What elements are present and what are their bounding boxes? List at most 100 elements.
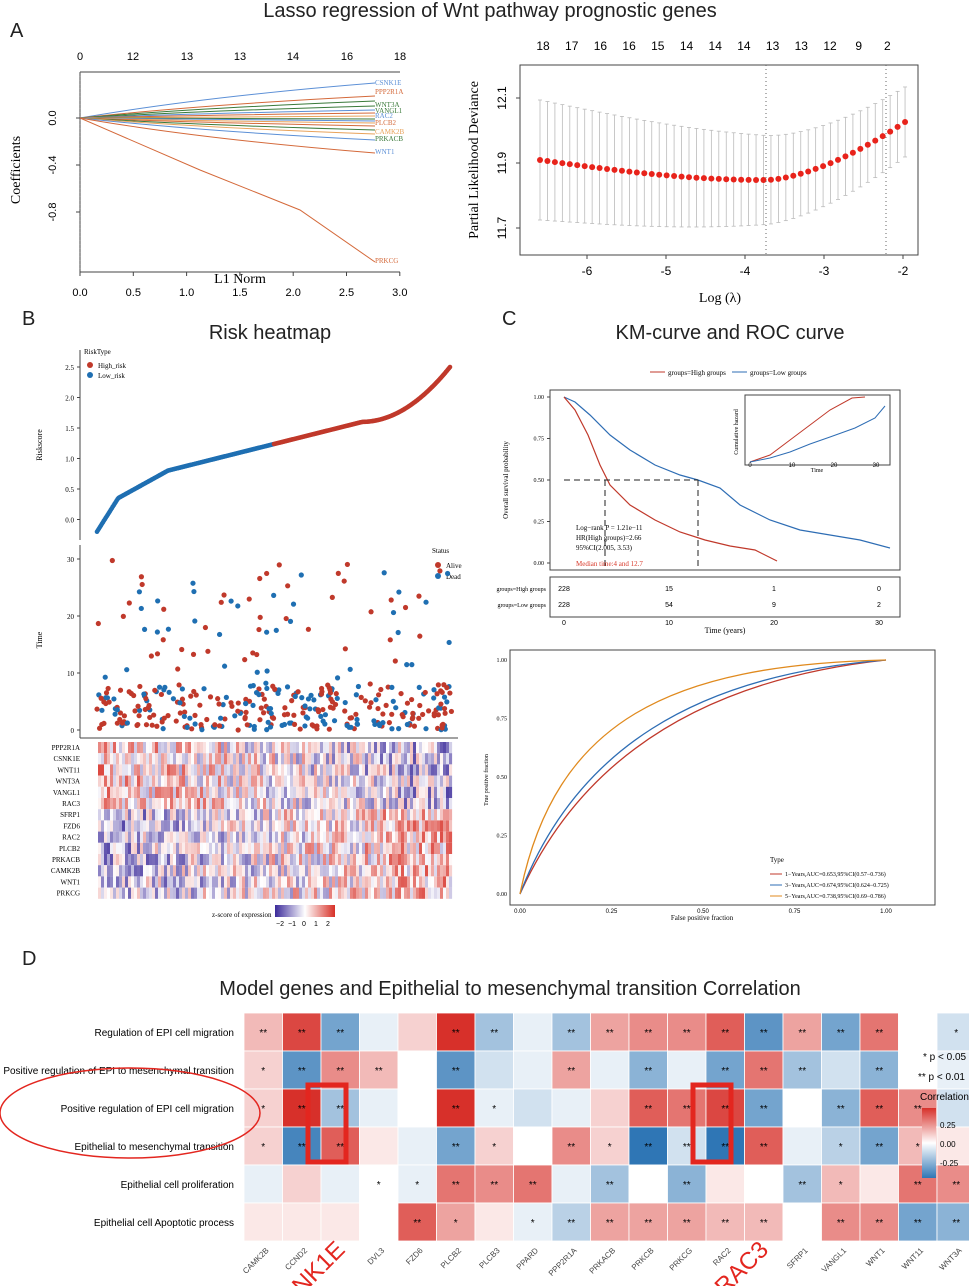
status-point xyxy=(154,629,160,635)
corr-star: ** xyxy=(375,1066,383,1077)
status-point xyxy=(154,723,160,729)
risk-table-value: 228 xyxy=(558,602,570,609)
status-point xyxy=(393,705,399,711)
lasso-top-tick: 13 xyxy=(181,51,193,63)
risk-table-value: 54 xyxy=(665,602,673,609)
status-point xyxy=(353,692,359,698)
corr-cell xyxy=(551,1088,591,1128)
roc-curve xyxy=(519,659,887,895)
roc-curve-plot: 1.00 0.75 0.50 0.25 0.00 0.00 0.25 0.50 0.75 1.0… xyxy=(483,649,936,922)
status-point xyxy=(102,674,108,680)
corr-cell xyxy=(821,1126,861,1166)
corr-star: ** xyxy=(798,1066,806,1077)
roc-ylabel: True positive fraction xyxy=(483,754,490,806)
status-point xyxy=(292,693,298,700)
corr-star: ** xyxy=(760,1104,768,1115)
lasso-coef-path xyxy=(79,117,376,263)
cv-point xyxy=(820,163,827,170)
corr-cell xyxy=(282,1012,322,1052)
status-point xyxy=(246,596,252,602)
status-point xyxy=(416,684,422,691)
status-point xyxy=(342,699,348,706)
corr-cell xyxy=(782,1088,822,1128)
legend-high-risk: High_risk xyxy=(98,362,127,370)
zscore-legend: z-score of expression −2 −1 0 1 2 xyxy=(212,905,335,928)
status-point xyxy=(281,712,288,718)
status-point xyxy=(257,717,263,723)
status-point xyxy=(191,588,197,595)
corr-star: ** xyxy=(567,1218,575,1229)
corr-cell xyxy=(590,1088,630,1128)
status-point xyxy=(124,667,130,673)
status-point xyxy=(235,603,241,609)
lasso-coef-path xyxy=(79,117,376,154)
status-point xyxy=(243,709,249,715)
cv-top-tick: 14 xyxy=(709,39,723,53)
status-point xyxy=(341,578,347,584)
status-point xyxy=(121,713,127,719)
corr-star: * xyxy=(454,1218,458,1229)
corr-cell xyxy=(898,1012,938,1052)
status-point xyxy=(114,720,120,726)
status-point xyxy=(152,687,158,693)
corr-cell xyxy=(667,1164,707,1204)
heatmap-gene-label: PRKCG xyxy=(57,890,80,898)
status-point xyxy=(109,557,115,564)
status-point xyxy=(151,712,157,718)
corr-cell xyxy=(590,1012,630,1052)
heatmap-gene-label: CSNK1E xyxy=(54,755,80,763)
corr-star: ** xyxy=(683,1180,691,1191)
status-point xyxy=(143,722,150,728)
roc-y-tick: 1.00 xyxy=(497,658,508,664)
cv-point xyxy=(775,175,782,182)
sig-note-2: ** p < 0.01 xyxy=(918,1072,965,1083)
corr-star: ** xyxy=(644,1142,652,1153)
status-point xyxy=(139,581,145,588)
inset-x-tick: 20 xyxy=(831,463,838,469)
status-point xyxy=(287,618,294,624)
status-point xyxy=(411,723,418,729)
lasso-x-tick: 0.0 xyxy=(72,287,87,299)
status-point xyxy=(155,598,161,604)
corr-col-label: PPP2R1A xyxy=(547,1246,579,1278)
status-point xyxy=(282,705,288,711)
lasso-coef-path xyxy=(79,117,376,127)
corr-tick-2: 0.00 xyxy=(940,1140,956,1149)
status-point xyxy=(368,609,374,615)
corr-star: ** xyxy=(336,1028,344,1039)
status-point xyxy=(309,722,315,728)
status-point xyxy=(322,721,328,727)
cv-point xyxy=(581,163,588,170)
lasso-gene-label: VANGL1 xyxy=(375,107,403,115)
roc-y-tick: 0.00 xyxy=(497,892,508,898)
corr-cell xyxy=(243,1164,283,1204)
corr-col-label: PPARD xyxy=(515,1246,541,1272)
corr-cell xyxy=(243,1050,283,1090)
status-point xyxy=(444,699,450,705)
corr-cell xyxy=(551,1164,591,1204)
status-point xyxy=(283,615,289,622)
survival-status-plot: 30 20 10 0 Time Status Alive Dead xyxy=(35,545,462,739)
corr-cell xyxy=(359,1088,399,1128)
legend-dead: Dead xyxy=(446,573,461,581)
corr-cell xyxy=(821,1164,861,1204)
status-point xyxy=(247,683,254,689)
cv-xlabel: Log (λ) xyxy=(699,291,742,306)
heatmap-gene-label: PRKACB xyxy=(52,856,80,864)
lasso-gene-label: RAC2 xyxy=(375,112,393,120)
cv-top-tick: 17 xyxy=(565,39,579,53)
status-point xyxy=(143,695,149,702)
corr-cell xyxy=(936,1202,969,1242)
corr-star: ** xyxy=(875,1028,883,1039)
lasso-gene-label: PLCB2 xyxy=(375,119,397,127)
status-point xyxy=(177,710,183,716)
status-point xyxy=(94,706,100,712)
status-point xyxy=(318,713,324,719)
corr-cell xyxy=(898,1050,938,1090)
corr-star: ** xyxy=(490,1180,498,1191)
cv-point xyxy=(633,169,640,176)
corr-cell xyxy=(705,1164,745,1204)
panel-d-title: Model genes and Epithelial to mesenchyma… xyxy=(219,978,801,1000)
lasso-coef-path xyxy=(79,117,376,131)
corr-cell xyxy=(359,1012,399,1052)
